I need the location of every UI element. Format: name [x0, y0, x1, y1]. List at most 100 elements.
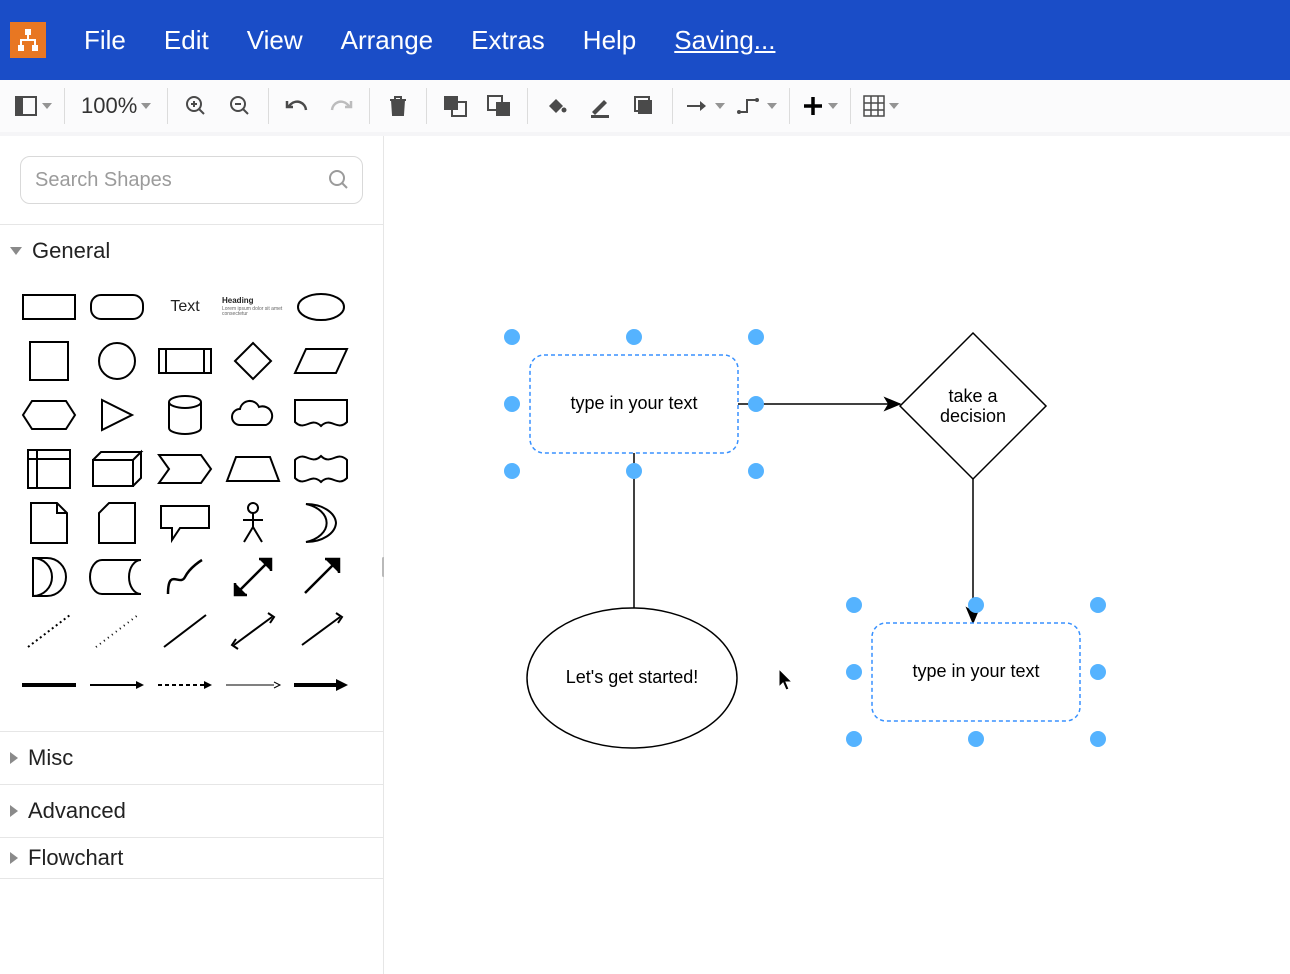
shape-data-storage[interactable] — [86, 555, 148, 599]
shape-parallelogram[interactable] — [290, 339, 352, 383]
selection-handle[interactable] — [626, 329, 642, 345]
shape-cube[interactable] — [86, 447, 148, 491]
shape-card[interactable] — [86, 501, 148, 545]
canvas-node[interactable]: type in your text — [872, 623, 1080, 721]
selection-handle[interactable] — [748, 396, 764, 412]
toolbar-separator — [850, 88, 851, 124]
grid-button[interactable] — [857, 86, 905, 126]
shape-text[interactable]: Text — [154, 285, 216, 329]
shape-directional-connector[interactable] — [290, 609, 352, 653]
waypoints-button[interactable] — [731, 86, 783, 126]
shape-textbox[interactable]: HeadingLorem ipsum dolor sit amet consec… — [222, 285, 284, 329]
canvas-node[interactable]: take adecision — [900, 333, 1046, 479]
shadow-button[interactable] — [622, 86, 666, 126]
shape-square[interactable] — [18, 339, 80, 383]
to-back-button[interactable] — [477, 86, 521, 126]
shape-bidirectional-arrow[interactable] — [222, 555, 284, 599]
shape-line[interactable] — [154, 609, 216, 653]
redo-button[interactable] — [319, 86, 363, 126]
selection-handle[interactable] — [1090, 664, 1106, 680]
selection-handle[interactable] — [504, 396, 520, 412]
undo-button[interactable] — [275, 86, 319, 126]
shape-actor[interactable] — [222, 501, 284, 545]
shape-link-thin[interactable] — [222, 663, 284, 707]
shape-note[interactable] — [18, 501, 80, 545]
zoom-out-button[interactable] — [218, 86, 262, 126]
menu-help[interactable]: Help — [583, 25, 636, 56]
shape-circle[interactable] — [86, 339, 148, 383]
menu-file[interactable]: File — [84, 25, 126, 56]
section-advanced: Advanced — [0, 784, 383, 837]
section-label: Flowchart — [28, 845, 123, 871]
shape-cloud[interactable] — [222, 393, 284, 437]
section-header-flowchart[interactable]: Flowchart — [0, 838, 383, 878]
panel-toggle-button[interactable] — [8, 86, 58, 126]
shape-arrow[interactable] — [290, 555, 352, 599]
shape-callout[interactable] — [154, 501, 216, 545]
selection-handle[interactable] — [1090, 597, 1106, 613]
shape-dashed-line[interactable] — [18, 609, 80, 653]
canvas-node[interactable]: Let's get started! — [527, 608, 737, 748]
shape-trapezoid[interactable] — [222, 447, 284, 491]
shape-internal-storage[interactable] — [18, 447, 80, 491]
chevron-down-icon — [42, 103, 52, 109]
connection-style-button[interactable] — [679, 86, 731, 126]
shape-document[interactable] — [290, 393, 352, 437]
selection-handle[interactable] — [846, 597, 862, 613]
shape-process[interactable] — [154, 339, 216, 383]
shape-diamond[interactable] — [222, 339, 284, 383]
zoom-display[interactable]: 100% — [71, 86, 161, 126]
selection-handle[interactable] — [504, 329, 520, 345]
delete-button[interactable] — [376, 86, 420, 126]
insert-button[interactable] — [796, 86, 844, 126]
section-header-advanced[interactable]: Advanced — [0, 785, 383, 837]
shape-ellipse[interactable] — [290, 285, 352, 329]
selection-handle[interactable] — [846, 731, 862, 747]
shape-hexagon[interactable] — [18, 393, 80, 437]
section-general: General Text HeadingLorem ipsum dolor si… — [0, 224, 383, 731]
section-header-general[interactable]: General — [0, 225, 383, 277]
selection-handle[interactable] — [846, 664, 862, 680]
shape-curve[interactable] — [154, 555, 216, 599]
shape-step[interactable] — [154, 447, 216, 491]
shape-dotted-line[interactable] — [86, 609, 148, 653]
selection-handle[interactable] — [748, 329, 764, 345]
svg-text:type in your text: type in your text — [912, 661, 1039, 681]
selection-handle[interactable] — [504, 463, 520, 479]
shape-rectangle[interactable] — [18, 285, 80, 329]
selection-handle[interactable] — [626, 463, 642, 479]
shape-tape[interactable] — [290, 447, 352, 491]
shape-bidirectional-connector[interactable] — [222, 609, 284, 653]
shape-link-thick-arrow[interactable] — [290, 663, 352, 707]
section-header-misc[interactable]: Misc — [0, 732, 383, 784]
shape-and[interactable] — [18, 555, 80, 599]
menu-view[interactable]: View — [247, 25, 303, 56]
toolbar-separator — [167, 88, 168, 124]
zoom-in-button[interactable] — [174, 86, 218, 126]
selection-handle[interactable] — [1090, 731, 1106, 747]
search-shapes — [20, 156, 363, 204]
menu-edit[interactable]: Edit — [164, 25, 209, 56]
app-logo[interactable] — [10, 22, 46, 58]
shape-cylinder[interactable] — [154, 393, 216, 437]
search-shapes-input[interactable] — [20, 156, 363, 204]
line-color-button[interactable] — [578, 86, 622, 126]
svg-text:decision: decision — [940, 406, 1006, 426]
section-label: Misc — [28, 745, 73, 771]
shape-link-simple[interactable] — [18, 663, 80, 707]
selection-handle[interactable] — [968, 597, 984, 613]
canvas[interactable]: type in your text take adecision Let's get… — [384, 136, 1290, 974]
selection-handle[interactable] — [968, 731, 984, 747]
shape-rounded-rectangle[interactable] — [86, 285, 148, 329]
fill-color-button[interactable] — [534, 86, 578, 126]
shape-triangle[interactable] — [86, 393, 148, 437]
to-front-button[interactable] — [433, 86, 477, 126]
shape-link-dashed[interactable] — [154, 663, 216, 707]
menu-extras[interactable]: Extras — [471, 25, 545, 56]
menu-arrange[interactable]: Arrange — [341, 25, 434, 56]
shape-or[interactable] — [290, 501, 352, 545]
canvas-svg[interactable]: type in your text take adecision Let's get… — [384, 136, 1290, 974]
shape-link-arrow[interactable] — [86, 663, 148, 707]
selection-handle[interactable] — [748, 463, 764, 479]
canvas-node[interactable]: type in your text — [530, 355, 738, 453]
